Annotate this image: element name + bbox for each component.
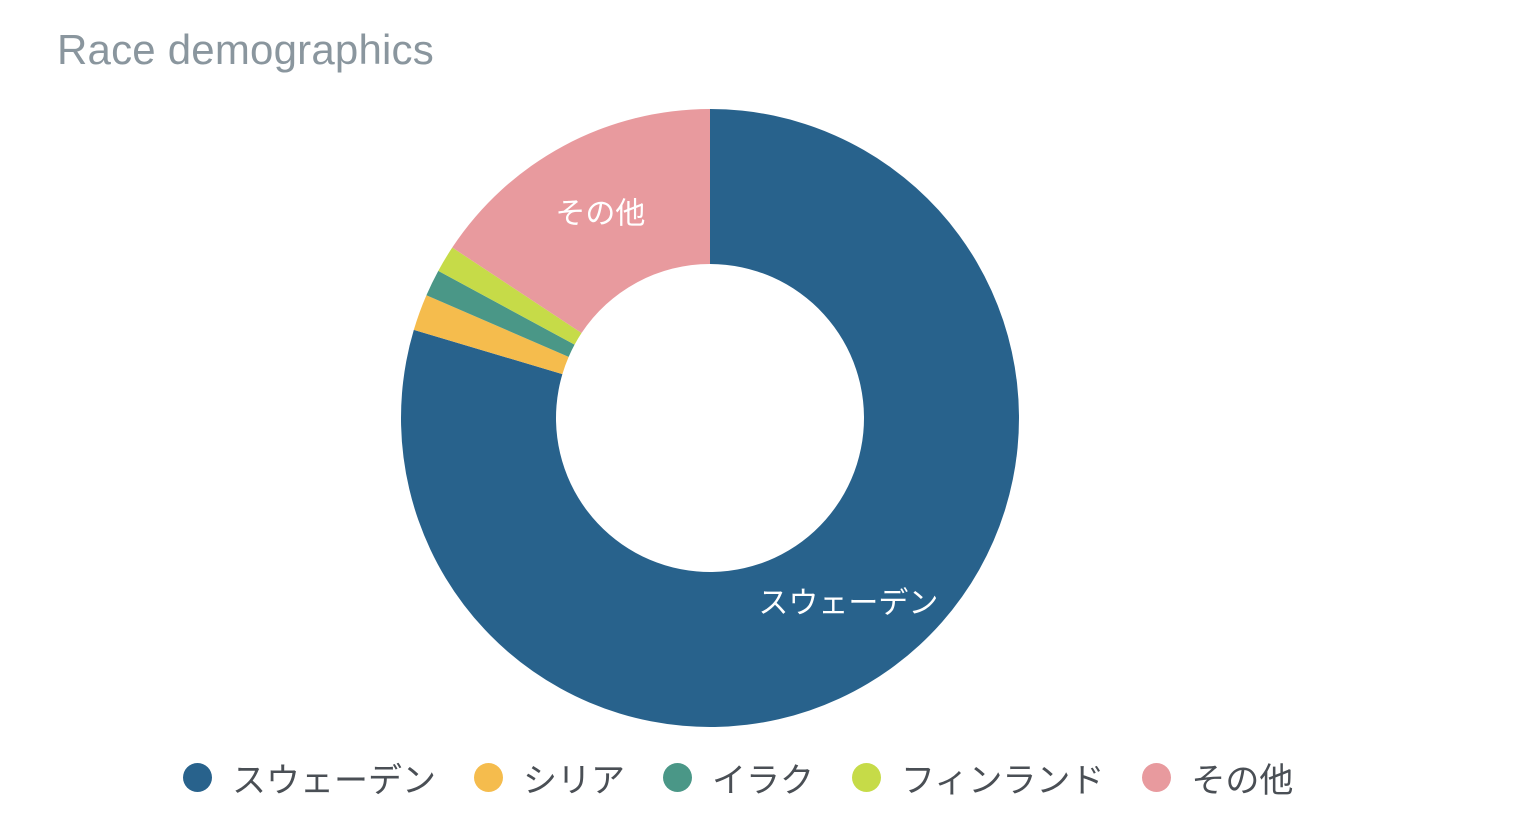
donut-slice-3[interactable]	[426, 270, 575, 357]
legend-swatch-icon	[1142, 762, 1172, 792]
legend-label: フィンランド	[901, 760, 1105, 801]
donut-slice-labels: スウェーデン その他	[555, 197, 938, 621]
donut-slice-5[interactable]	[452, 108, 710, 334]
legend-item-1[interactable]: スウェーデン	[183, 753, 436, 802]
legend-swatch-icon	[852, 762, 881, 792]
slice-label-1: スウェーデン	[758, 586, 938, 621]
legend-item-3[interactable]: イラク	[663, 753, 814, 802]
legend-swatch-icon	[474, 762, 503, 792]
donut-slice-1[interactable]	[401, 109, 1020, 727]
chart-legend: スウェーデン シリア イラク フィンランド その他	[183, 752, 1331, 802]
legend-swatch-icon	[663, 762, 692, 792]
legend-label: イラク	[712, 760, 814, 801]
legend-label: シリア	[523, 760, 625, 801]
donut-slices	[401, 108, 1020, 727]
legend-item-5[interactable]: その他	[1142, 753, 1293, 802]
slice-label-5: その他	[555, 197, 645, 232]
legend-label: その他	[1191, 760, 1294, 801]
legend-item-4[interactable]: フィンランド	[852, 753, 1104, 802]
chart-title: Race demographics	[57, 26, 434, 73]
donut-slice-4[interactable]	[438, 247, 582, 345]
legend-label: スウェーデン	[232, 760, 436, 801]
legend-item-2[interactable]: シリア	[474, 753, 625, 802]
donut-slice-2[interactable]	[413, 295, 569, 375]
legend-swatch-icon	[183, 762, 212, 792]
